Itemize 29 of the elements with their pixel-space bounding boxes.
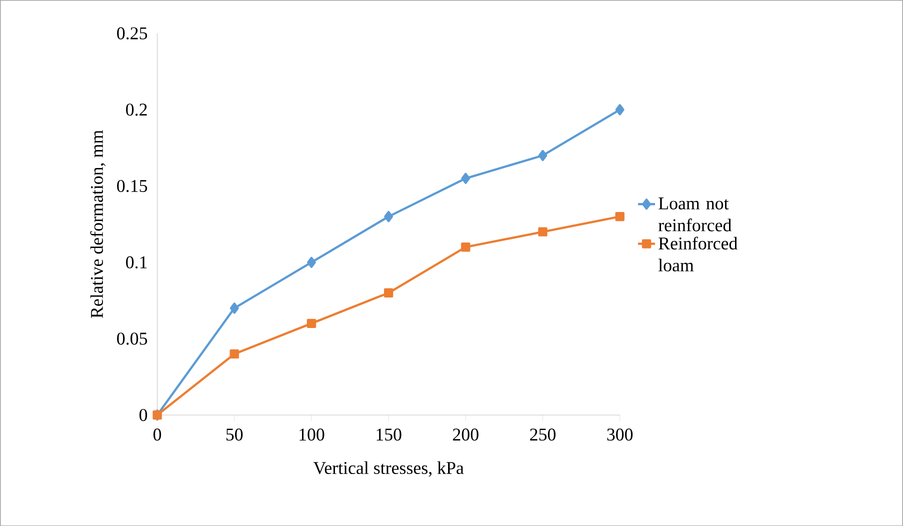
x-tick-label: 100 [300,428,324,440]
y-tick-label: 0.15 [117,180,148,192]
point [384,288,394,298]
x-tick-label: 150 [376,428,402,440]
point [615,104,624,116]
point [306,256,316,268]
y-tick-label: 0.05 [117,332,148,345]
point [461,242,470,252]
y-tick-label: 0.2 [126,103,147,116]
point [461,172,470,184]
y-axis-title: Relative deformation, mm [90,130,106,318]
y-tick-label: 0 [139,408,148,421]
y-tick-label: 0.1 [126,256,147,268]
point [538,150,548,161]
x-tick-label: 200 [453,428,478,440]
point [230,349,239,358]
x-tick-label: 0 [153,428,162,440]
x-axis-title: Vertical stresses, kPa [313,461,464,476]
point [306,318,316,328]
point [538,227,548,236]
x-tick-label: 250 [530,428,556,440]
legend-label: Reinforced loam [658,236,738,272]
y-tick-label: 0.25 [117,27,148,40]
x-tick-label: 300 [607,428,633,440]
point [615,212,624,221]
point [384,210,394,222]
x-tick-label: 50 [226,428,243,440]
legend-label: Loam not reinforced [658,197,732,232]
point [230,302,239,314]
